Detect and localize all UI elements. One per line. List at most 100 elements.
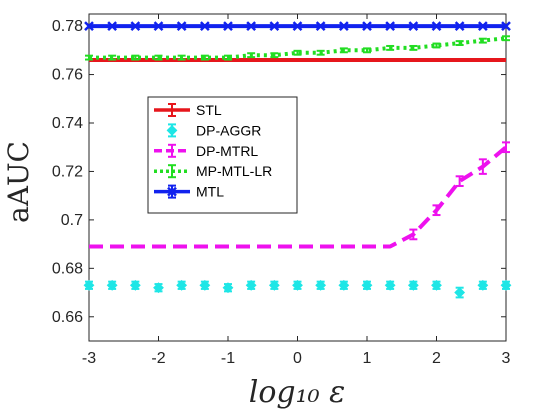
- diamond-marker: [315, 279, 327, 291]
- data-point: [315, 279, 327, 291]
- diamond-marker: [83, 279, 95, 291]
- legend-label: DP-AGGR: [196, 122, 261, 138]
- series-dp-mtrl: [89, 141, 510, 249]
- data-point: [316, 49, 325, 56]
- data-point: [245, 279, 257, 291]
- data-point: [361, 279, 373, 291]
- x-marker: [454, 21, 465, 31]
- data-point: [83, 279, 95, 291]
- x-marker: [269, 21, 280, 31]
- data-point: [409, 228, 418, 241]
- legend-entry: DP-MTRL: [154, 143, 258, 159]
- data-point: [502, 141, 510, 154]
- data-point: [108, 54, 117, 61]
- data-point: [384, 279, 396, 291]
- x-marker: [338, 21, 349, 31]
- plot-area: -3 -2 -1 0 1 2 3 0.66 0.68 0.7 0.72 0.74 0.76 0.78 STL…: [52, 13, 512, 367]
- y-tick-label: 0.72: [52, 163, 83, 180]
- diamond-marker: [361, 279, 373, 291]
- data-point: [339, 47, 348, 54]
- diamond-marker: [338, 279, 350, 291]
- data-point: [130, 21, 141, 31]
- data-point: [154, 54, 163, 61]
- x-marker: [431, 21, 442, 31]
- x-marker: [292, 21, 303, 31]
- data-point: [477, 21, 488, 31]
- series-mp-mtl-lr: [85, 35, 510, 61]
- legend-entry: STL: [154, 102, 222, 118]
- data-point: [270, 52, 279, 59]
- diamond-marker: [106, 279, 118, 291]
- data-point: [478, 37, 487, 44]
- data-point: [268, 279, 280, 291]
- legend-label: STL: [196, 102, 222, 118]
- x-tick-label: -2: [151, 350, 165, 367]
- data-point: [500, 279, 512, 291]
- x-marker: [223, 21, 233, 31]
- data-point: [385, 21, 396, 31]
- data-point: [408, 21, 419, 31]
- x-marker: [408, 21, 419, 31]
- y-tick-label: 0.78: [52, 18, 83, 35]
- diamond-marker: [166, 124, 178, 136]
- data-point: [431, 279, 442, 291]
- data-point: [502, 35, 510, 42]
- x-tick-label: 0: [293, 350, 302, 367]
- data-point: [106, 279, 118, 291]
- data-point: [200, 54, 209, 61]
- x-marker: [477, 21, 488, 31]
- y-tick-label: 0.74: [52, 115, 83, 132]
- data-point: [292, 279, 303, 291]
- y-tick-label: 0.76: [52, 67, 83, 84]
- data-point: [455, 175, 464, 187]
- x-tick-label: -3: [82, 350, 96, 367]
- data-point: [153, 282, 164, 294]
- diamond-marker: [268, 279, 280, 291]
- x-tick-label: -1: [221, 350, 235, 367]
- x-tick-label: 1: [363, 350, 372, 367]
- diamond-marker: [292, 279, 303, 291]
- data-point: [338, 21, 349, 31]
- data-point: [478, 158, 487, 175]
- diamond-marker: [176, 279, 188, 291]
- x-marker: [385, 21, 396, 31]
- data-point: [455, 40, 464, 47]
- data-point: [431, 21, 442, 31]
- series-dp-aggr: [83, 279, 512, 299]
- data-point: [247, 52, 256, 59]
- legend-label: MTL: [196, 184, 224, 200]
- data-point: [477, 279, 489, 291]
- x-marker: [84, 21, 94, 31]
- y-axis-title-wrap: aAUC: [2, 141, 35, 223]
- data-point: [199, 21, 210, 31]
- data-point: [363, 47, 371, 54]
- y-tick-label: 0.7: [61, 212, 83, 229]
- diamond-marker: [384, 279, 396, 291]
- y-axis-title: aAUC: [2, 141, 35, 223]
- diamond-marker: [153, 282, 164, 294]
- diamond-marker: [431, 279, 442, 291]
- data-point: [107, 21, 118, 31]
- x-marker: [176, 21, 187, 31]
- data-point: [407, 279, 419, 291]
- data-point: [409, 44, 418, 51]
- x-marker: [315, 21, 326, 31]
- diamond-marker: [407, 279, 419, 291]
- diamond-marker: [222, 282, 234, 294]
- x-marker: [167, 186, 177, 197]
- x-marker: [362, 21, 372, 31]
- x-marker: [130, 21, 141, 31]
- data-point: [199, 279, 211, 291]
- data-point: [176, 279, 188, 291]
- legend: STL DP-AGGR DP-MTRL MP-MTL-LR MTL: [147, 96, 298, 214]
- data-point: [386, 44, 395, 51]
- x-marker: [199, 21, 210, 31]
- diamond-marker: [129, 279, 141, 291]
- data-point: [131, 54, 140, 61]
- data-point: [338, 279, 350, 291]
- data-point: [222, 282, 234, 294]
- data-point: [454, 286, 466, 299]
- legend-label: MP-MTL-LR: [196, 163, 272, 179]
- data-point: [362, 21, 372, 31]
